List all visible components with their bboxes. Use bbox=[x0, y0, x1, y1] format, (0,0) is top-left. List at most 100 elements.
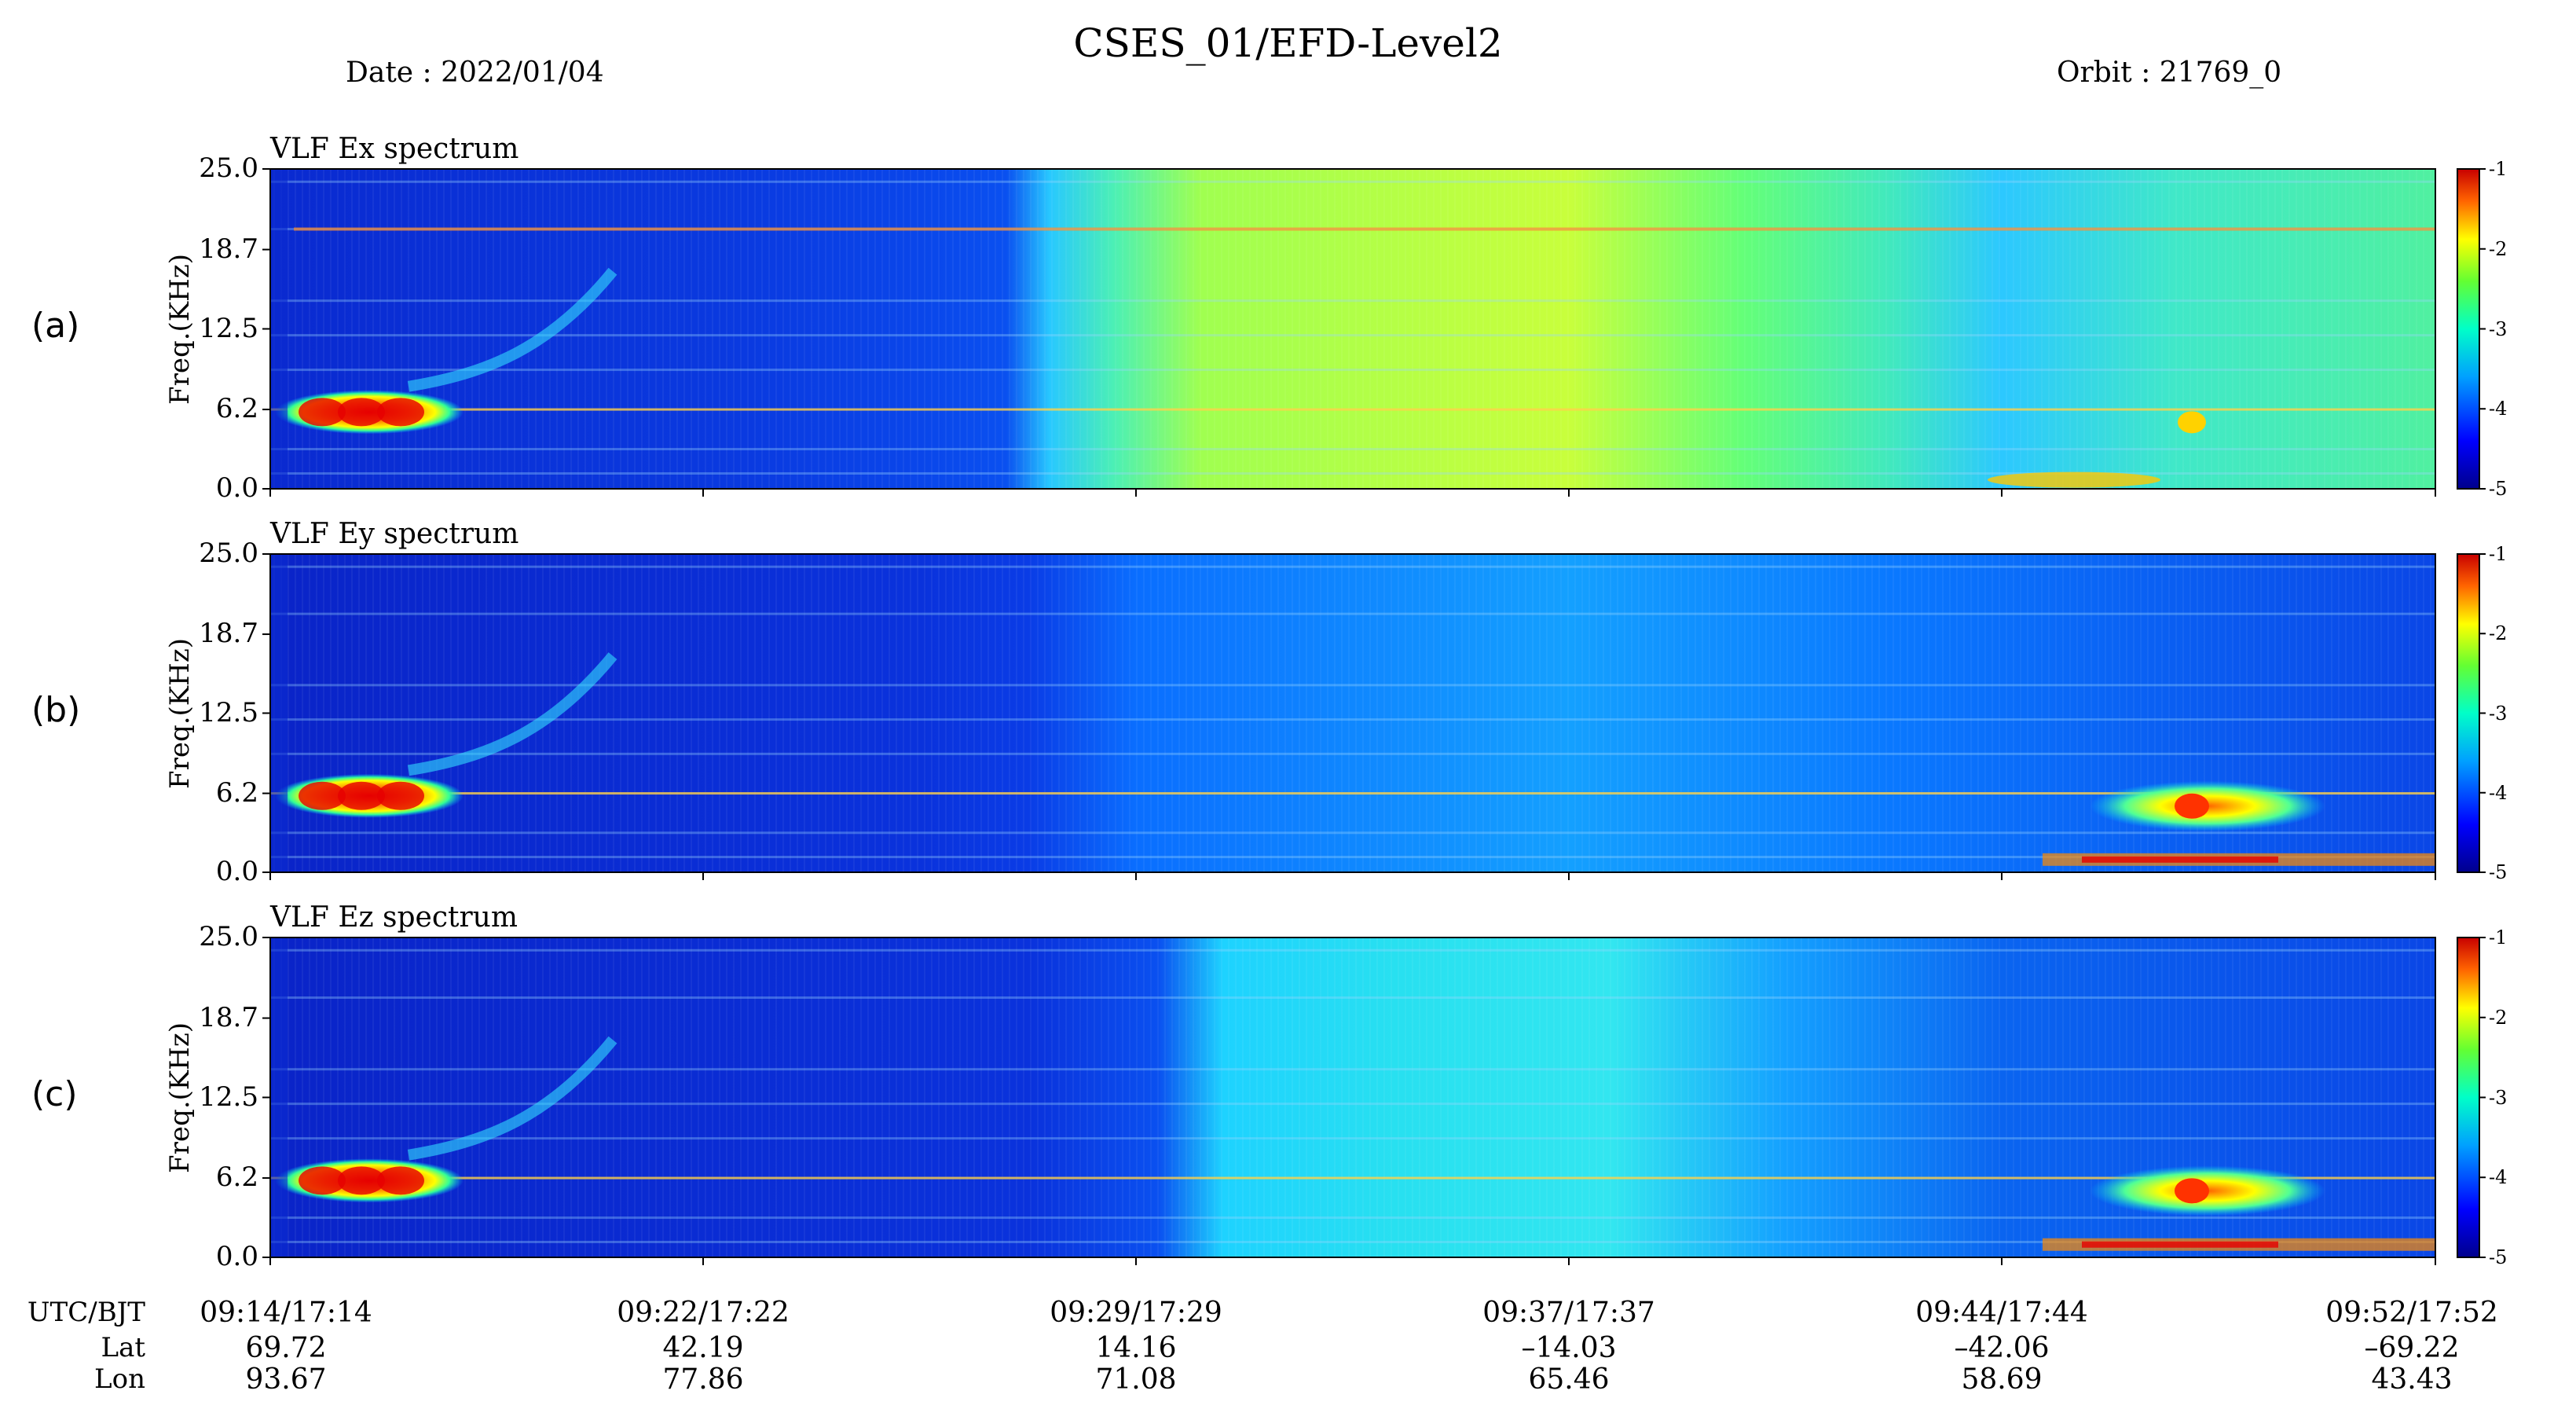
panel-title: VLF Ez spectrum bbox=[270, 901, 518, 934]
x-tick-label: 09:44/17:44 bbox=[1915, 1297, 2088, 1329]
harmonic-line bbox=[270, 1176, 2435, 1180]
harmonic-line bbox=[270, 949, 2435, 952]
harmonic-line bbox=[270, 1068, 2435, 1071]
harmonic-line-strong bbox=[294, 227, 2435, 231]
y-tick-label: 6.2 bbox=[215, 776, 258, 809]
emission-core bbox=[377, 1166, 424, 1195]
spectrogram-background bbox=[270, 169, 2435, 489]
emission-core bbox=[299, 1166, 346, 1195]
y-tick-label: 18.7 bbox=[199, 233, 258, 265]
y-tick-label: 6.2 bbox=[215, 1161, 258, 1194]
x-tick-label: 09:29/17:29 bbox=[1050, 1297, 1222, 1329]
y-tick-label: 18.7 bbox=[199, 618, 258, 650]
y-tick-label: 12.5 bbox=[199, 312, 258, 344]
y-tick-label: 0.0 bbox=[215, 856, 258, 887]
whistler-band bbox=[407, 652, 617, 776]
colorbar-tick-label: -4 bbox=[2489, 1166, 2508, 1189]
figure-title: CSES_01/EFD-Level2 bbox=[1073, 20, 1503, 66]
whistler-band bbox=[407, 267, 617, 392]
panel-label: (b) bbox=[31, 689, 81, 730]
y-tick-label: 25.0 bbox=[199, 152, 258, 184]
y-tick-label: 12.5 bbox=[199, 1081, 258, 1113]
x-tick-label: 58.69 bbox=[1961, 1363, 2043, 1396]
dark-column bbox=[270, 169, 288, 489]
x-tick-label: –42.06 bbox=[1954, 1332, 2050, 1364]
harmonic-line bbox=[270, 718, 2435, 721]
emission-core bbox=[338, 781, 385, 810]
colorbar-tick-label: -5 bbox=[2489, 478, 2508, 500]
colorbar-tick-label: -3 bbox=[2489, 1086, 2508, 1109]
colorbar bbox=[2457, 553, 2480, 873]
panel-title: VLF Ex spectrum bbox=[270, 133, 519, 165]
harmonic-line bbox=[270, 334, 2435, 337]
x-tick-label: 93.67 bbox=[245, 1363, 327, 1396]
x-tick-label: 09:52/17:52 bbox=[2325, 1297, 2498, 1329]
low-frequency-core bbox=[2082, 1241, 2278, 1248]
harmonic-line bbox=[270, 1103, 2435, 1106]
y-tick-label: 18.7 bbox=[199, 1001, 258, 1033]
colorbar-tick-label: -1 bbox=[2489, 926, 2508, 949]
dark-column bbox=[270, 554, 288, 872]
x-tick-label: 09:37/17:37 bbox=[1482, 1297, 1655, 1329]
whistler-band bbox=[407, 1036, 617, 1161]
x-row-label: Lat bbox=[101, 1332, 145, 1363]
x-tick-label: 69.72 bbox=[245, 1332, 327, 1364]
x-tick-label: 09:14/17:14 bbox=[200, 1297, 372, 1329]
x-row-label: Lon bbox=[94, 1363, 145, 1395]
colorbar-tick-label: -1 bbox=[2489, 543, 2508, 565]
colorbar-tick-label: -3 bbox=[2489, 317, 2508, 340]
spectrogram-background bbox=[270, 554, 2435, 872]
harmonic-line bbox=[270, 856, 2435, 859]
emission-core bbox=[299, 781, 346, 810]
harmonic-line bbox=[270, 472, 2435, 475]
emission-core bbox=[338, 1166, 385, 1195]
colorbar-tick-label: -2 bbox=[2489, 622, 2508, 645]
y-tick-label: 12.5 bbox=[199, 696, 258, 728]
y-axis-label: Freq.(KHz) bbox=[164, 1022, 196, 1173]
harmonic-line bbox=[270, 831, 2435, 835]
harmonic-line bbox=[270, 299, 2435, 303]
colorbar-tick-label: -4 bbox=[2489, 398, 2508, 420]
colorbar-tick-label: -2 bbox=[2489, 237, 2508, 260]
harmonic-line bbox=[270, 792, 2435, 795]
x-tick-label: 43.43 bbox=[2371, 1363, 2453, 1396]
low-frequency-band bbox=[1988, 472, 2160, 488]
harmonic-line bbox=[270, 180, 2435, 183]
panel-label: (a) bbox=[31, 305, 80, 346]
harmonic-line bbox=[270, 612, 2435, 615]
x-tick-label: 77.86 bbox=[662, 1363, 744, 1396]
colorbar-tick-label: -5 bbox=[2489, 1246, 2508, 1268]
x-tick-label: –14.03 bbox=[1521, 1332, 1617, 1364]
emission-core bbox=[338, 398, 385, 427]
colorbar-tick-label: -4 bbox=[2489, 781, 2508, 804]
y-tick-label: 25.0 bbox=[199, 921, 258, 952]
colorbar bbox=[2457, 937, 2480, 1258]
emission-core-right bbox=[2175, 1178, 2209, 1204]
harmonic-line bbox=[270, 1216, 2435, 1220]
harmonic-line bbox=[270, 565, 2435, 568]
date-label: Date : 2022/01/04 bbox=[346, 57, 604, 89]
y-tick-label: 0.0 bbox=[215, 1241, 258, 1272]
x-tick-label: 65.46 bbox=[1528, 1363, 1610, 1396]
emission-core bbox=[299, 398, 346, 427]
y-axis-label: Freq.(KHz) bbox=[164, 253, 196, 405]
x-tick-label: –69.22 bbox=[2364, 1332, 2460, 1364]
spectrogram-background bbox=[270, 937, 2435, 1257]
harmonic-line bbox=[270, 448, 2435, 451]
emission-core bbox=[377, 781, 424, 810]
panel-title: VLF Ey spectrum bbox=[270, 518, 519, 550]
orbit-label: Orbit : 21769_0 bbox=[2057, 57, 2282, 89]
colorbar bbox=[2457, 168, 2480, 490]
small-hotspot bbox=[2178, 411, 2206, 434]
colorbar-tick-label: -5 bbox=[2489, 861, 2508, 883]
harmonic-line bbox=[270, 752, 2435, 755]
harmonic-line bbox=[270, 996, 2435, 1000]
harmonic-line bbox=[270, 1240, 2435, 1243]
harmonic-line bbox=[270, 369, 2435, 372]
dark-column bbox=[270, 937, 288, 1257]
harmonic-line bbox=[270, 1137, 2435, 1140]
y-tick-label: 25.0 bbox=[199, 538, 258, 569]
colorbar-tick-label: -1 bbox=[2489, 158, 2508, 180]
emission-core-right bbox=[2175, 793, 2209, 819]
